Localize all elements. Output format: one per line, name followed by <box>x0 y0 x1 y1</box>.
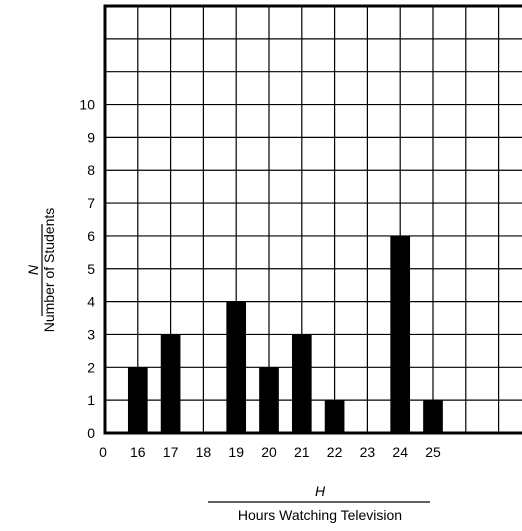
x-axis-title: Hours Watching Television <box>238 507 402 523</box>
y-tick-label: 4 <box>87 294 95 310</box>
bar-22 <box>324 400 345 433</box>
y-tick-label: 7 <box>87 195 95 211</box>
x-tick-label: 16 <box>130 444 146 460</box>
x-tick-label: 25 <box>425 444 441 460</box>
x-axis-variable: H <box>315 483 326 499</box>
bar-21 <box>291 334 312 433</box>
y-tick-label: 8 <box>87 162 95 178</box>
y-tick-label: 5 <box>87 261 95 277</box>
x-tick-label: 24 <box>392 444 408 460</box>
bar-24 <box>390 235 411 433</box>
x-tick-label: 23 <box>360 444 376 460</box>
x-origin-label: 0 <box>99 444 107 460</box>
y-tick-label: 1 <box>87 392 95 408</box>
y-tick-labels: 0 1 2 3 4 5 6 7 8 9 10 <box>79 97 95 441</box>
x-tick-label: 17 <box>163 444 179 460</box>
chart-frame <box>103 4 522 435</box>
y-axis-variable: N <box>25 264 41 275</box>
bar-19 <box>226 301 247 433</box>
chart-grid <box>105 6 522 433</box>
y-tick-label: 2 <box>87 359 95 375</box>
y-tick-label: 9 <box>87 129 95 145</box>
bar-17 <box>160 334 181 433</box>
x-tick-label: 20 <box>261 444 277 460</box>
x-tick-label: 18 <box>196 444 212 460</box>
y-tick-label: 0 <box>87 425 95 441</box>
bar-25 <box>423 400 443 433</box>
y-tick-label: 10 <box>79 97 95 113</box>
y-axis-title: Number of Students <box>41 208 57 333</box>
x-tick-label: 22 <box>327 444 343 460</box>
bar-16 <box>127 367 148 433</box>
x-tick-label: 21 <box>294 444 310 460</box>
y-tick-label: 3 <box>87 326 95 342</box>
bar-20 <box>259 367 279 433</box>
x-tick-label: 19 <box>228 444 244 460</box>
x-tick-labels: 0 16 17 18 19 20 21 22 23 24 25 <box>99 444 441 460</box>
y-tick-label: 6 <box>87 228 95 244</box>
chart-bars <box>127 235 443 433</box>
